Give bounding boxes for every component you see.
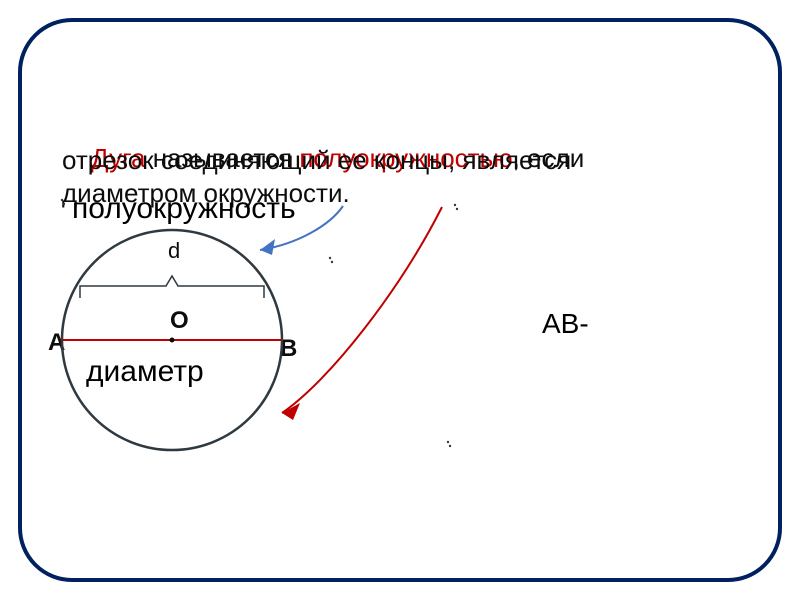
rounded-frame [18,18,782,582]
ab-label: AB- [542,308,589,340]
point-b-label: B [280,335,297,363]
definition-line-2: отрезок соединяющий ее концы, является [62,145,571,176]
point-a-label: A [48,329,65,357]
d-label: d [168,238,180,264]
center-label: O [170,307,189,335]
diameter-label: диаметр [86,355,204,389]
semicircle-label: полуокружность [72,192,296,226]
